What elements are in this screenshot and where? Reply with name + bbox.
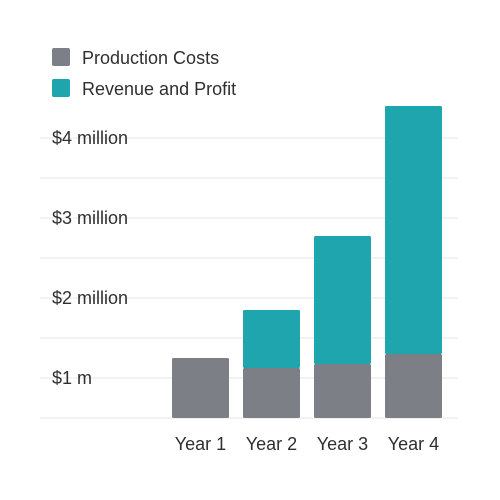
bars bbox=[172, 106, 442, 418]
bar-production-costs-2 bbox=[243, 368, 300, 418]
x-tick-label: Year 3 bbox=[317, 434, 368, 454]
y-tick-label: $4 million bbox=[52, 128, 128, 148]
legend-label-revenue-and-profit: Revenue and Profit bbox=[82, 79, 236, 99]
bar-production-costs-3 bbox=[314, 364, 371, 418]
x-tick-label: Year 1 bbox=[175, 434, 226, 454]
legend-swatch-production-costs bbox=[52, 48, 70, 66]
x-tick-label: Year 2 bbox=[246, 434, 297, 454]
legend-label-production-costs: Production Costs bbox=[82, 48, 219, 68]
bar-production-costs-1 bbox=[172, 358, 229, 418]
y-tick-label: $3 million bbox=[52, 208, 128, 228]
legend: Production Costs Revenue and Profit bbox=[52, 48, 236, 99]
x-axis: Year 1 Year 2 Year 3 Year 4 bbox=[175, 434, 439, 454]
legend-swatch-revenue-and-profit bbox=[52, 79, 70, 97]
bar-revenue-and-profit-3 bbox=[314, 236, 371, 364]
legend-item-revenue-and-profit: Revenue and Profit bbox=[52, 79, 236, 99]
bar-revenue-and-profit-2 bbox=[243, 310, 300, 368]
bar-production-costs-4 bbox=[385, 354, 442, 418]
legend-item-production-costs: Production Costs bbox=[52, 48, 219, 68]
y-axis: $1 m $2 million $3 million $4 million bbox=[52, 128, 128, 388]
bar-revenue-and-profit-4 bbox=[385, 106, 442, 354]
y-tick-label: $2 million bbox=[52, 288, 128, 308]
y-tick-label: $1 m bbox=[52, 368, 92, 388]
x-tick-label: Year 4 bbox=[388, 434, 439, 454]
